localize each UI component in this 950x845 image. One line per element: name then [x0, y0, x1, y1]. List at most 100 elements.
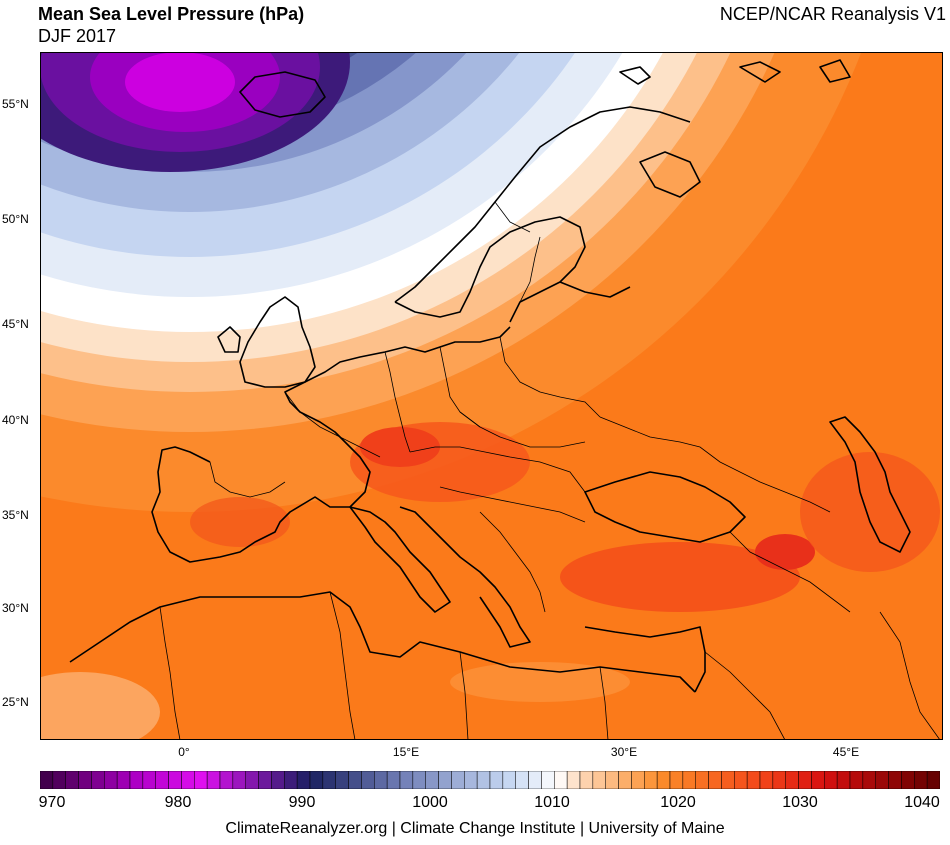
colorbar-segment — [618, 771, 632, 789]
credits-footer: ClimateReanalyzer.org | Climate Change I… — [225, 820, 725, 837]
colorbar-segment — [759, 771, 774, 789]
colorbar-segment — [515, 771, 529, 789]
lat-label-40n: 40°N — [2, 413, 29, 427]
borders — [159, 201, 941, 740]
colorbar-segment — [502, 771, 516, 789]
lat-label-30n: 30°N — [2, 601, 29, 615]
colorbar-segment — [849, 771, 864, 789]
colorbar-segment — [40, 771, 54, 789]
colorbar-segment — [464, 771, 478, 789]
colorbar-label-990: 990 — [288, 794, 316, 811]
colorbar-segment — [206, 771, 221, 789]
colorbar-segment — [875, 771, 889, 789]
lat-label-45n: 45°N — [2, 317, 29, 331]
colorbar-segment — [78, 771, 92, 789]
lat-label-35n: 35°N — [2, 508, 29, 522]
colorbar-segment — [374, 771, 388, 789]
colorbar-segment — [52, 771, 66, 789]
colorbar-segment — [785, 771, 799, 789]
lat-label-55n: 55°N — [2, 97, 29, 111]
colorbar-segment — [309, 771, 324, 789]
colorbar-segment — [335, 771, 349, 789]
colorbar-segment — [142, 771, 156, 789]
colorbar-segment — [476, 771, 491, 789]
colorbar-segment — [438, 771, 452, 789]
colorbar-segment — [348, 771, 362, 789]
colorbar-label-1030: 1030 — [782, 794, 818, 811]
colorbar-segment — [245, 771, 259, 789]
colorbar-segment — [592, 771, 606, 789]
colorbar-segment — [116, 771, 131, 789]
colorbar-label-1040: 1040 — [904, 794, 940, 811]
colorbar-label-1000: 1000 — [412, 794, 448, 811]
colorbar-segment — [284, 771, 298, 789]
colorbar-segment — [296, 771, 311, 789]
colorbar-segment — [528, 771, 542, 789]
colorbar-segment — [91, 771, 105, 789]
colorbar-segment — [798, 771, 812, 789]
colorbar-segment — [412, 771, 426, 789]
colorbar-segment — [914, 771, 928, 789]
colorbar-segment — [888, 771, 902, 789]
data-source: NCEP/NCAR Reanalysis V1 — [719, 4, 946, 24]
lon-label-15e: 15°E — [392, 745, 420, 759]
colorbar-segment — [579, 771, 594, 789]
colorbar-segment — [65, 771, 79, 789]
colorbar-segment — [361, 771, 375, 789]
coastlines — [69, 59, 911, 693]
colorbar-segment — [129, 771, 144, 789]
colorbar-segment — [721, 771, 735, 789]
colorbar-segment — [734, 771, 748, 789]
lon-label-30e: 30°E — [610, 745, 638, 759]
lon-label-0: 0° — [178, 745, 190, 759]
colorbar-segment — [219, 771, 234, 789]
colorbar-segment — [399, 771, 414, 789]
map-subtitle: DJF 2017 — [38, 26, 117, 46]
colorbar-segment — [682, 771, 696, 789]
colorbar-segment — [554, 771, 568, 789]
colorbar-segment — [644, 771, 658, 789]
colorbar-segment — [566, 771, 581, 789]
colorbar-segment — [926, 771, 940, 789]
southwest-light-area — [40, 672, 160, 740]
colorbar-segment — [168, 771, 182, 789]
lat-label-50n: 50°N — [2, 212, 29, 226]
colorbar-segment — [811, 771, 825, 789]
colorbar-segment — [824, 771, 838, 789]
lat-label-25n: 25°N — [2, 695, 29, 709]
deep-low-core — [40, 52, 350, 172]
colorbar-segment — [695, 771, 709, 789]
colorbar-label-980: 980 — [164, 794, 192, 811]
colorbar-segment — [605, 771, 619, 789]
colorbar-segment — [708, 771, 722, 789]
lon-label-45e: 45°E — [832, 745, 860, 759]
colorbar-segment — [901, 771, 915, 789]
colorbar-segment — [746, 771, 761, 789]
colorbar-segment — [194, 771, 208, 789]
colorbar-segment — [489, 771, 504, 789]
colorbar-segment — [232, 771, 246, 789]
colorbar-segment — [772, 771, 786, 789]
colorbar-segment — [258, 771, 272, 789]
colorbar-segment — [425, 771, 439, 789]
colorbar-segment — [631, 771, 645, 789]
colorbar-segment — [836, 771, 851, 789]
colorbar-label-970: 970 — [38, 794, 66, 811]
colorbar-label-1020: 1020 — [660, 794, 696, 811]
map-frame — [40, 52, 943, 740]
colorbar — [40, 771, 940, 789]
colorbar-segment — [322, 771, 336, 789]
colorbar-label-1010: 1010 — [534, 794, 570, 811]
colorbar-segment — [271, 771, 285, 789]
colorbar-segment — [451, 771, 465, 789]
colorbar-segment — [656, 771, 671, 789]
colorbar-segment — [862, 771, 876, 789]
colorbar-segment — [104, 771, 118, 789]
colorbar-segment — [669, 771, 684, 789]
pressure-map — [40, 52, 943, 740]
map-title: Mean Sea Level Pressure (hPa) — [38, 4, 305, 24]
colorbar-segment — [181, 771, 195, 789]
colorbar-segment — [155, 771, 169, 789]
colorbar-segment — [386, 771, 401, 789]
colorbar-segment — [541, 771, 555, 789]
